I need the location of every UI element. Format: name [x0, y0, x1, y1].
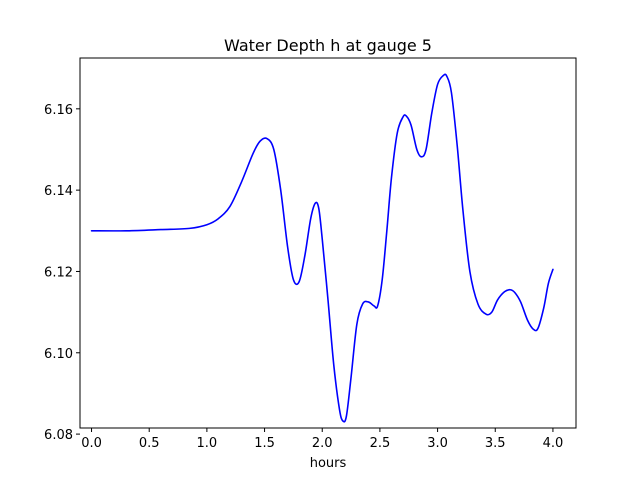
series-line — [90, 73, 554, 423]
x-axis-label: hours — [310, 456, 347, 471]
y-tick-label: 6.08 — [44, 428, 73, 443]
y-tick-label: 6.12 — [44, 265, 73, 280]
x-tick-label: 4.0 — [543, 436, 564, 451]
x-tick-label: 3.5 — [485, 436, 506, 451]
x-tick-label: 1.0 — [197, 436, 218, 451]
x-tick-label: 0.5 — [139, 436, 160, 451]
x-tick-label: 2.5 — [370, 436, 391, 451]
plot-area — [79, 57, 577, 429]
x-tick-label: 0.0 — [81, 436, 102, 451]
y-tick-label: 6.14 — [44, 184, 73, 199]
y-tick-label: 6.10 — [44, 347, 73, 362]
y-axis-ticks: 6.08 6.10 6.12 6.14 6.16 — [44, 103, 80, 443]
series-layer — [90, 73, 554, 423]
chart-title: Water Depth h at gauge 5 — [224, 36, 432, 55]
x-axis-ticks: 0.0 0.5 1.0 1.5 2.0 2.5 3.0 3.5 4.0 — [81, 428, 563, 451]
x-tick-label: 2.0 — [312, 436, 333, 451]
y-tick-label: 6.16 — [44, 103, 73, 118]
x-tick-label: 1.5 — [254, 436, 275, 451]
x-tick-label: 3.0 — [427, 436, 448, 451]
